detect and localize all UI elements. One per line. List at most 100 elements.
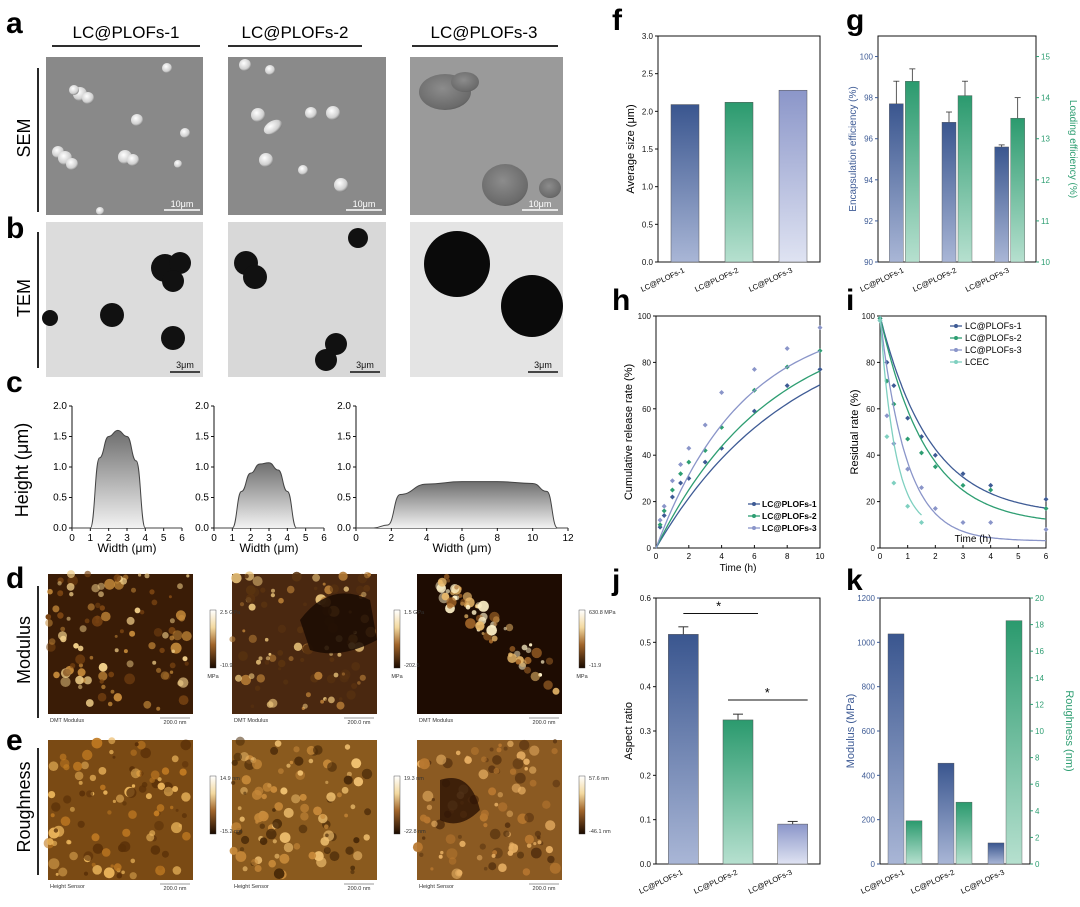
- c-xtick-label: 2: [389, 533, 395, 544]
- c-xtick-label: 6: [321, 533, 327, 544]
- afm-texture-spot: [299, 793, 307, 801]
- c-profile-area-1: [72, 430, 182, 528]
- c-xtick-label: 3: [266, 533, 272, 544]
- afm-texture-spot: [60, 676, 71, 688]
- afm-texture-spot: [322, 582, 326, 586]
- afm-texture-spot: [488, 639, 494, 644]
- tem-scale-text-2: 3μm: [356, 360, 374, 370]
- panel-letter-g: g: [846, 4, 864, 37]
- afm-roughness-1: [48, 740, 193, 880]
- afm-texture-spot: [478, 769, 489, 780]
- afm-texture-spot: [69, 806, 75, 812]
- afm-texture-spot: [291, 794, 301, 804]
- c-ytick-label: 0.5: [195, 493, 209, 504]
- afm-texture-spot: [118, 843, 127, 853]
- afm-texture-spot: [514, 772, 526, 784]
- k-ytick-label: 800: [862, 683, 876, 692]
- i-point-2: [988, 487, 994, 493]
- afm-texture-spot: [184, 661, 189, 666]
- afm-texture-spot: [525, 647, 532, 654]
- row-label-sem: SEM: [14, 118, 34, 157]
- afm-texture-spot: [480, 809, 489, 818]
- afm-texture-spot: [110, 689, 115, 694]
- afm-texture-spot: [272, 818, 283, 829]
- f-ytick-label: 2.5: [642, 70, 654, 79]
- afm-texture-spot: [150, 770, 160, 780]
- g-ytick-label: 96: [864, 135, 873, 144]
- h-legend-label-1: LC@PLOFs-1: [762, 499, 817, 509]
- afm-texture-spot: [138, 573, 142, 577]
- afm-texture-spot: [545, 657, 554, 665]
- afm-texture-spot: [104, 578, 115, 590]
- afm-colorbar-min: -46.1 nm: [589, 829, 611, 835]
- afm-texture-spot: [431, 798, 435, 802]
- i-legend-label-2: LC@PLOFs-2: [965, 333, 1022, 343]
- afm-texture-spot: [274, 802, 284, 811]
- afm-texture-spot: [489, 611, 500, 623]
- afm-texture-spot: [243, 791, 247, 795]
- afm-texture-spot: [277, 659, 286, 668]
- afm-colorbar: [209, 609, 217, 669]
- c-profile-area-3: [356, 481, 568, 528]
- afm-texture-spot: [519, 739, 530, 751]
- afm-texture-spot: [168, 595, 172, 599]
- afm-texture-spot: [115, 794, 125, 803]
- afm-texture-spot: [446, 602, 453, 609]
- afm-texture-spot: [308, 851, 317, 860]
- afm-texture-spot: [162, 632, 169, 639]
- i-legend-marker-4: [954, 360, 958, 364]
- afm-texture-spot: [131, 587, 136, 593]
- i-point-1: [905, 415, 911, 421]
- afm-texture-spot: [479, 843, 486, 850]
- i-point-4: [877, 318, 883, 324]
- afm-texture-spot: [364, 808, 372, 816]
- h-frame: [655, 315, 821, 549]
- afm-texture-spot: [329, 851, 340, 862]
- c-ylabel: Height (μm): [12, 423, 32, 517]
- afm-texture-spot: [491, 635, 498, 642]
- afm-texture-spot: [297, 626, 304, 634]
- afm-texture-spot: [231, 780, 236, 785]
- afm-texture-spot: [92, 865, 102, 875]
- panel-letter-d: d: [6, 562, 24, 595]
- afm-texture-spot: [271, 588, 275, 593]
- afm-texture-spot: [353, 777, 364, 787]
- afm-texture-spot: [109, 749, 114, 755]
- afm-texture-spot: [338, 571, 348, 581]
- afm-texture-spot: [300, 657, 305, 663]
- c-xtick-label: 0: [69, 533, 75, 544]
- afm-colorbar-max: 2.5 GPa: [220, 610, 241, 616]
- afm-texture-spot: [498, 802, 508, 812]
- h-xtick-label: 2: [687, 552, 692, 561]
- afm-texture-spot: [77, 645, 84, 652]
- afm-texture-spot: [113, 693, 123, 702]
- afm-texture-spot: [265, 656, 270, 661]
- afm-texture-spot: [506, 810, 514, 818]
- h-ylabel: Cumulative release rate (%): [623, 364, 635, 500]
- k-bar-2-2: [955, 801, 973, 865]
- k-right-ytick-label: 14: [1035, 674, 1044, 683]
- i-point-4: [891, 480, 897, 486]
- f-ytick-label: 1.0: [642, 183, 654, 192]
- afm-texture-spot: [280, 787, 288, 795]
- afm-texture-spot: [95, 602, 101, 608]
- afm-texture-spot: [333, 672, 339, 678]
- afm-texture-spot: [74, 771, 84, 781]
- i-legend-marker-3: [954, 348, 958, 352]
- column-header-3: LC@PLOFs-3: [430, 23, 537, 42]
- panel-k: 0 200 400 600 800 1000 1200 0 2 4 6 8 10 12 14 16 18 20 LC…: [845, 594, 1075, 896]
- afm-texture-spot: [551, 748, 558, 755]
- afm-texture-spot: [69, 592, 74, 597]
- afm-texture-spot: [517, 786, 526, 795]
- afm-texture-spot: [126, 787, 137, 799]
- afm-texture-spot: [434, 819, 445, 830]
- afm-texture-spot: [471, 610, 477, 615]
- afm-texture-spot: [110, 864, 114, 868]
- afm-texture-spot: [91, 862, 96, 867]
- afm-texture-spot: [454, 595, 460, 601]
- afm-texture-spot: [79, 790, 86, 797]
- afm-texture-spot: [91, 737, 103, 749]
- afm-texture-spot: [530, 671, 540, 682]
- afm-texture-spot: [235, 736, 245, 746]
